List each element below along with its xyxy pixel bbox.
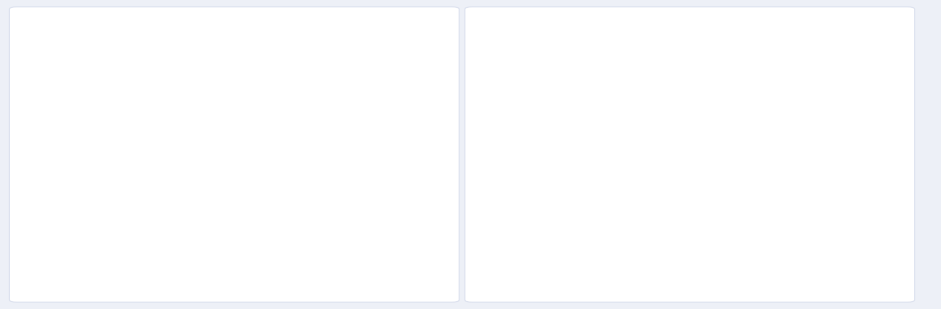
Bar (89, 251, 425, 262)
Bar (89, 136, 97, 147)
Bar (544, 193, 550, 205)
Bar (89, 117, 99, 128)
Bar (544, 213, 550, 224)
Bar (89, 213, 95, 224)
Bar (89, 60, 109, 71)
Bar (544, 79, 565, 90)
Bar (89, 232, 94, 243)
Bar (89, 98, 101, 109)
Bar (544, 155, 552, 166)
Bar (544, 136, 553, 147)
Text: Audience Location by City (Likers): Audience Location by City (Likers) (544, 30, 800, 43)
Bar (544, 232, 549, 243)
Bar (89, 174, 96, 185)
Bar (89, 79, 105, 90)
Bar (544, 117, 554, 128)
Text: Audience Location by City: Audience Location by City (89, 30, 284, 43)
Bar (544, 251, 857, 262)
Bar (89, 155, 97, 166)
Bar (544, 98, 557, 109)
Bar (544, 60, 569, 71)
Bar (544, 174, 551, 185)
Bar (89, 193, 96, 205)
